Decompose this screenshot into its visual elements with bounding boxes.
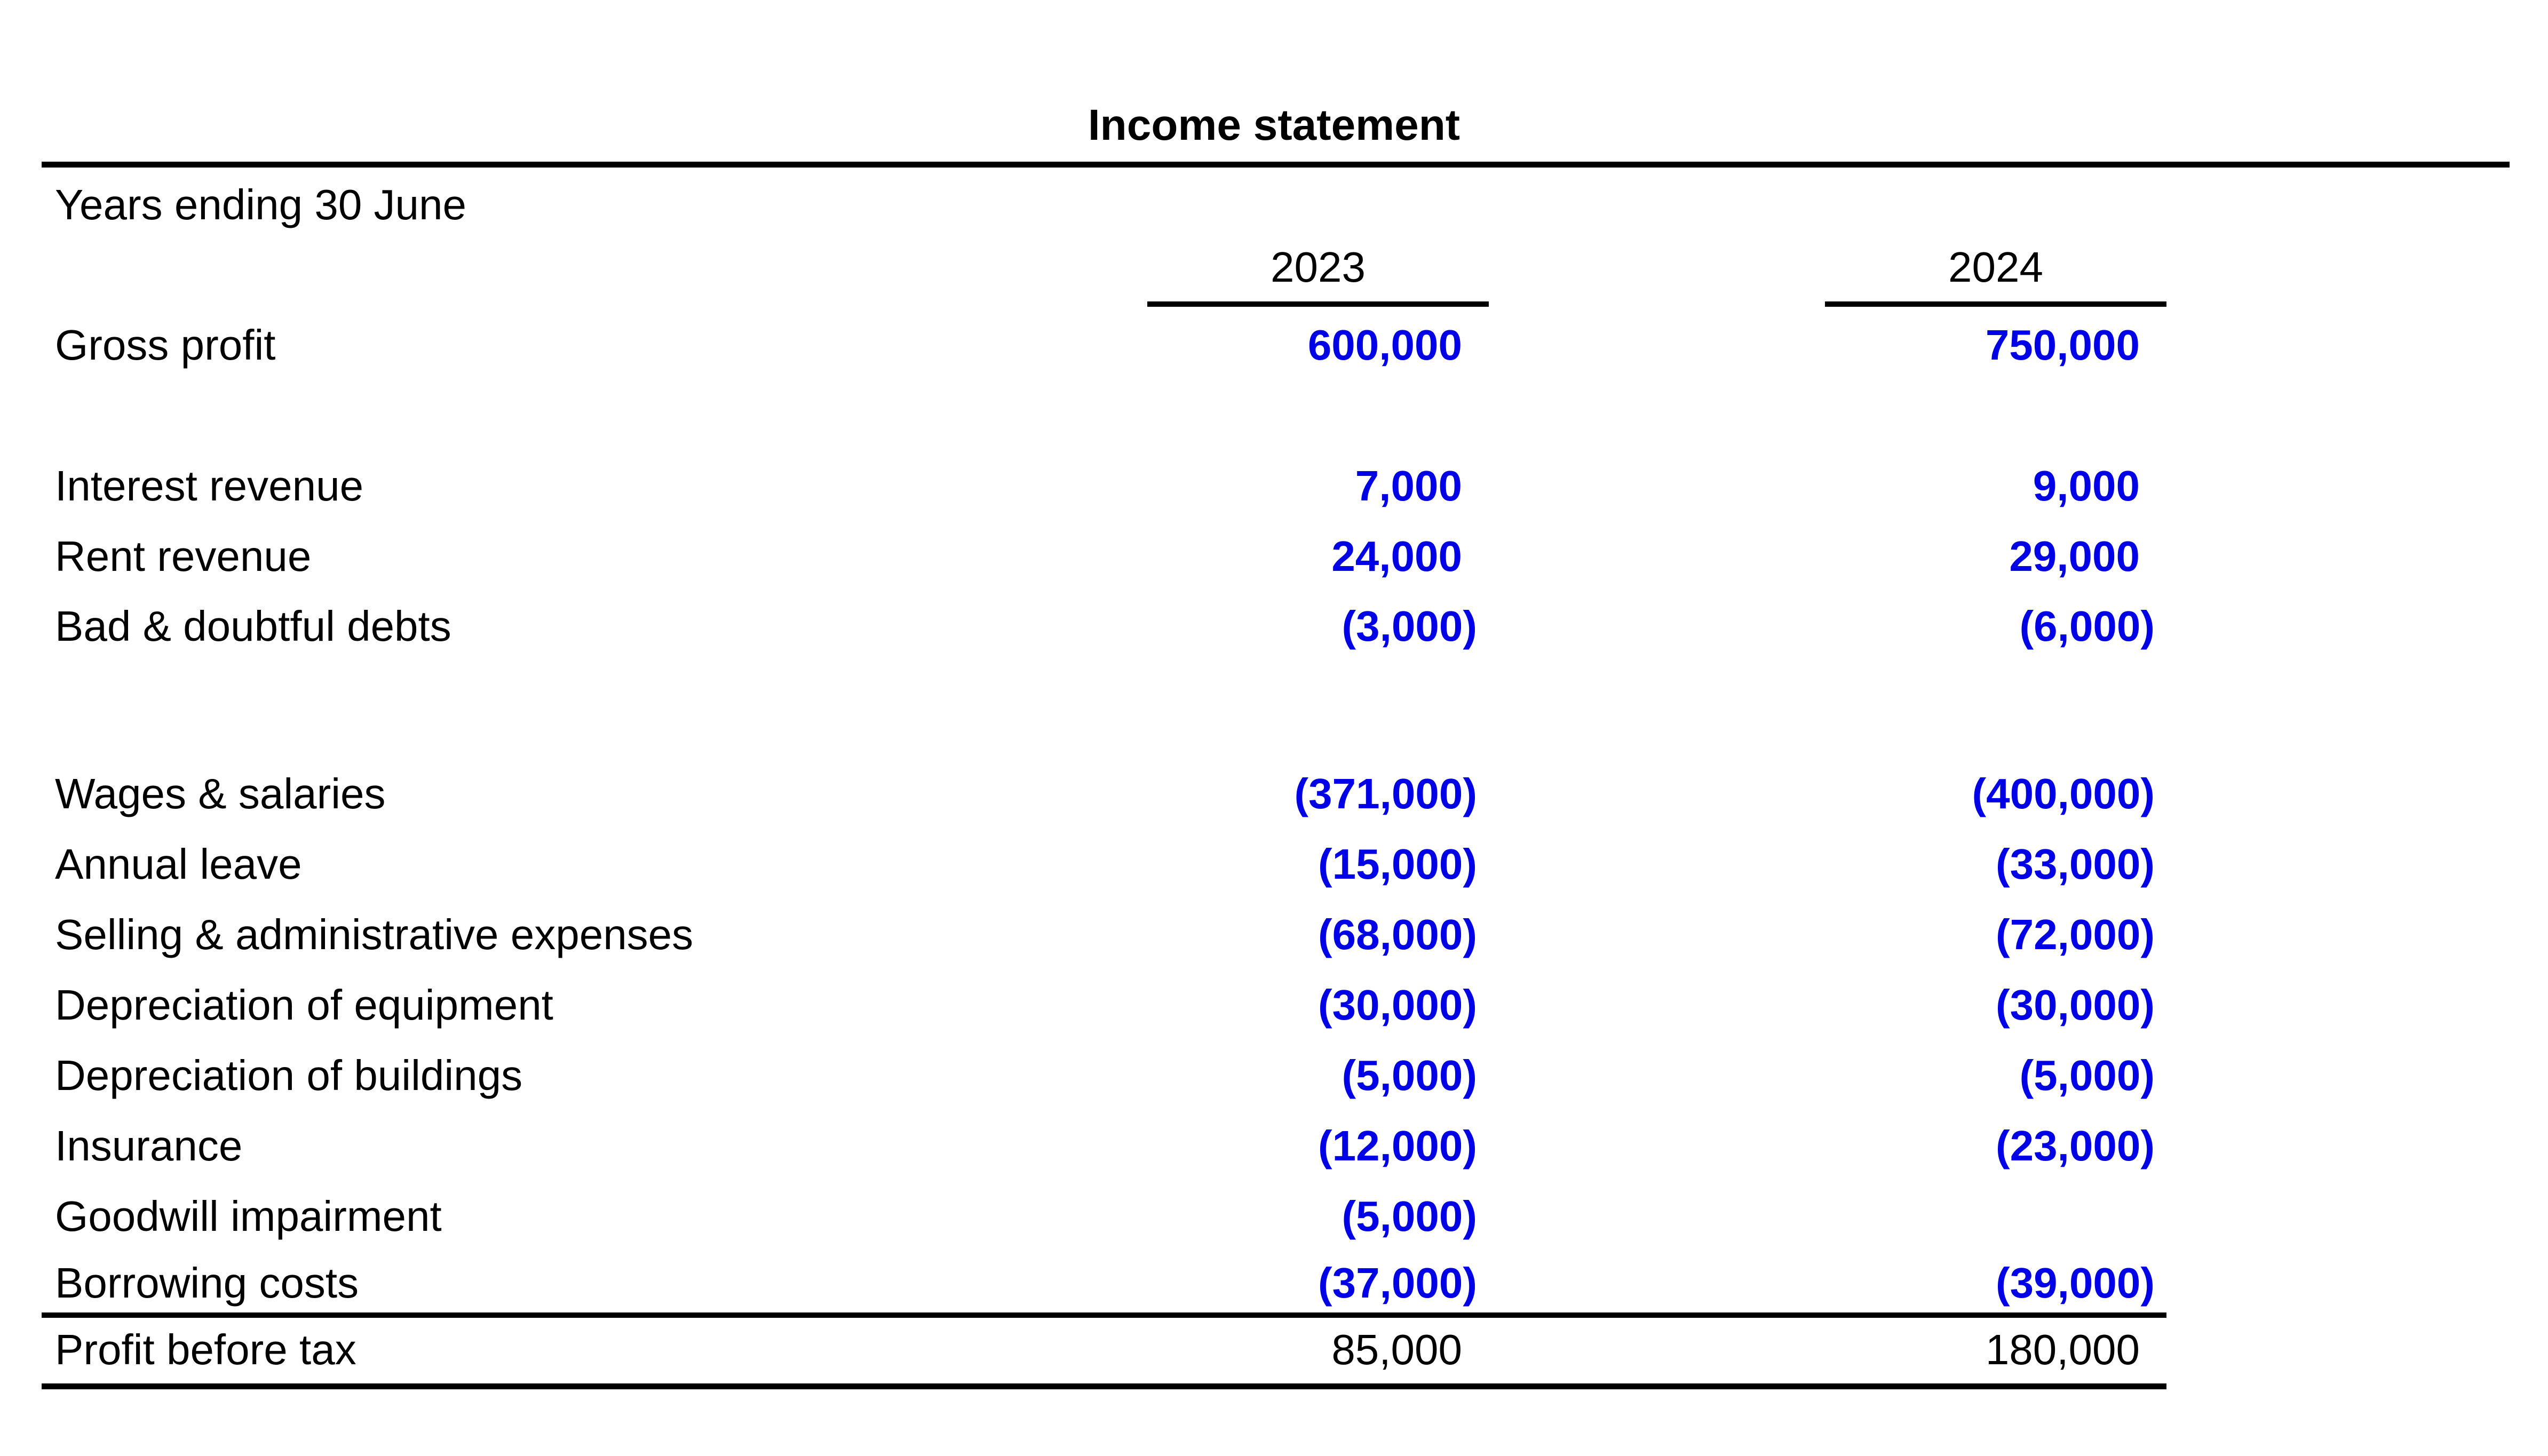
value-2024-insurance: (23,000) [1996, 1122, 2155, 1169]
value-2023-goodwill-impairment: (5,000) [1342, 1192, 1477, 1240]
value-2023-annual-leave: (15,000) [1318, 840, 1477, 888]
value-2023-gross-profit: 600,000 [1307, 321, 1462, 369]
column-header-2024-underline [1825, 301, 2166, 307]
row-label-annual-leave: Annual leave [55, 840, 302, 888]
value-2023-interest-revenue: 7,000 [1355, 462, 1462, 510]
value-2024-gross-profit: 750,000 [1985, 321, 2140, 369]
value-2024-rent-revenue: 29,000 [2009, 532, 2140, 580]
value-2023-depreciation-equipment: (30,000) [1318, 981, 1477, 1029]
value-2023-rent-revenue: 24,000 [1331, 532, 1462, 580]
value-2023-bad-doubtful-debts: (3,000) [1342, 602, 1477, 650]
row-label-bad-doubtful-debts: Bad & doubtful debts [55, 602, 451, 650]
value-2023-wages-salaries: (371,000) [1294, 770, 1477, 817]
row-label-insurance: Insurance [55, 1122, 243, 1169]
value-2024-annual-leave: (33,000) [1996, 840, 2155, 888]
column-header-2023-underline [1147, 301, 1489, 307]
row-label-profit-before-tax: Profit before tax [55, 1326, 356, 1373]
row-label-interest-revenue: Interest revenue [55, 462, 364, 510]
value-2024-borrowing-costs: (39,000) [1996, 1259, 2155, 1307]
row-label-borrowing-costs: Borrowing costs [55, 1259, 359, 1307]
value-2024-depreciation-equipment: (30,000) [1996, 981, 2155, 1029]
value-2024-wages-salaries: (400,000) [1972, 770, 2155, 817]
row-label-depreciation-buildings: Depreciation of buildings [55, 1052, 523, 1099]
value-2024-bad-doubtful-debts: (6,000) [2019, 602, 2155, 650]
row-label-rent-revenue: Rent revenue [55, 532, 312, 580]
value-2023-depreciation-buildings: (5,000) [1342, 1052, 1477, 1099]
value-2024-selling-admin-expenses: (72,000) [1996, 911, 2155, 958]
value-2023-borrowing-costs: (37,000) [1318, 1259, 1477, 1307]
row-label-goodwill-impairment: Goodwill impairment [55, 1192, 442, 1240]
row-label-selling-admin-expenses: Selling & administrative expenses [55, 911, 694, 958]
period-label: Years ending 30 June [55, 181, 467, 228]
title-underline [42, 162, 2510, 168]
column-header-2023: 2023 [1271, 243, 1366, 291]
column-header-2024: 2024 [1948, 243, 2043, 291]
row-label-gross-profit: Gross profit [55, 321, 276, 369]
row-label-wages-salaries: Wages & salaries [55, 770, 386, 817]
value-2024-depreciation-buildings: (5,000) [2019, 1052, 2155, 1099]
value-2023-insurance: (12,000) [1318, 1122, 1477, 1169]
value-2023-selling-admin-expenses: (68,000) [1318, 911, 1477, 958]
statement-title: Income statement [1088, 101, 1460, 149]
row-label-depreciation-equipment: Depreciation of equipment [55, 981, 553, 1029]
total-bottom-rule [42, 1383, 2166, 1389]
total-top-rule [42, 1312, 2166, 1318]
value-2023-profit-before-tax: 85,000 [1331, 1326, 1462, 1373]
value-2024-profit-before-tax: 180,000 [1985, 1326, 2140, 1373]
value-2024-interest-revenue: 9,000 [2033, 462, 2140, 510]
